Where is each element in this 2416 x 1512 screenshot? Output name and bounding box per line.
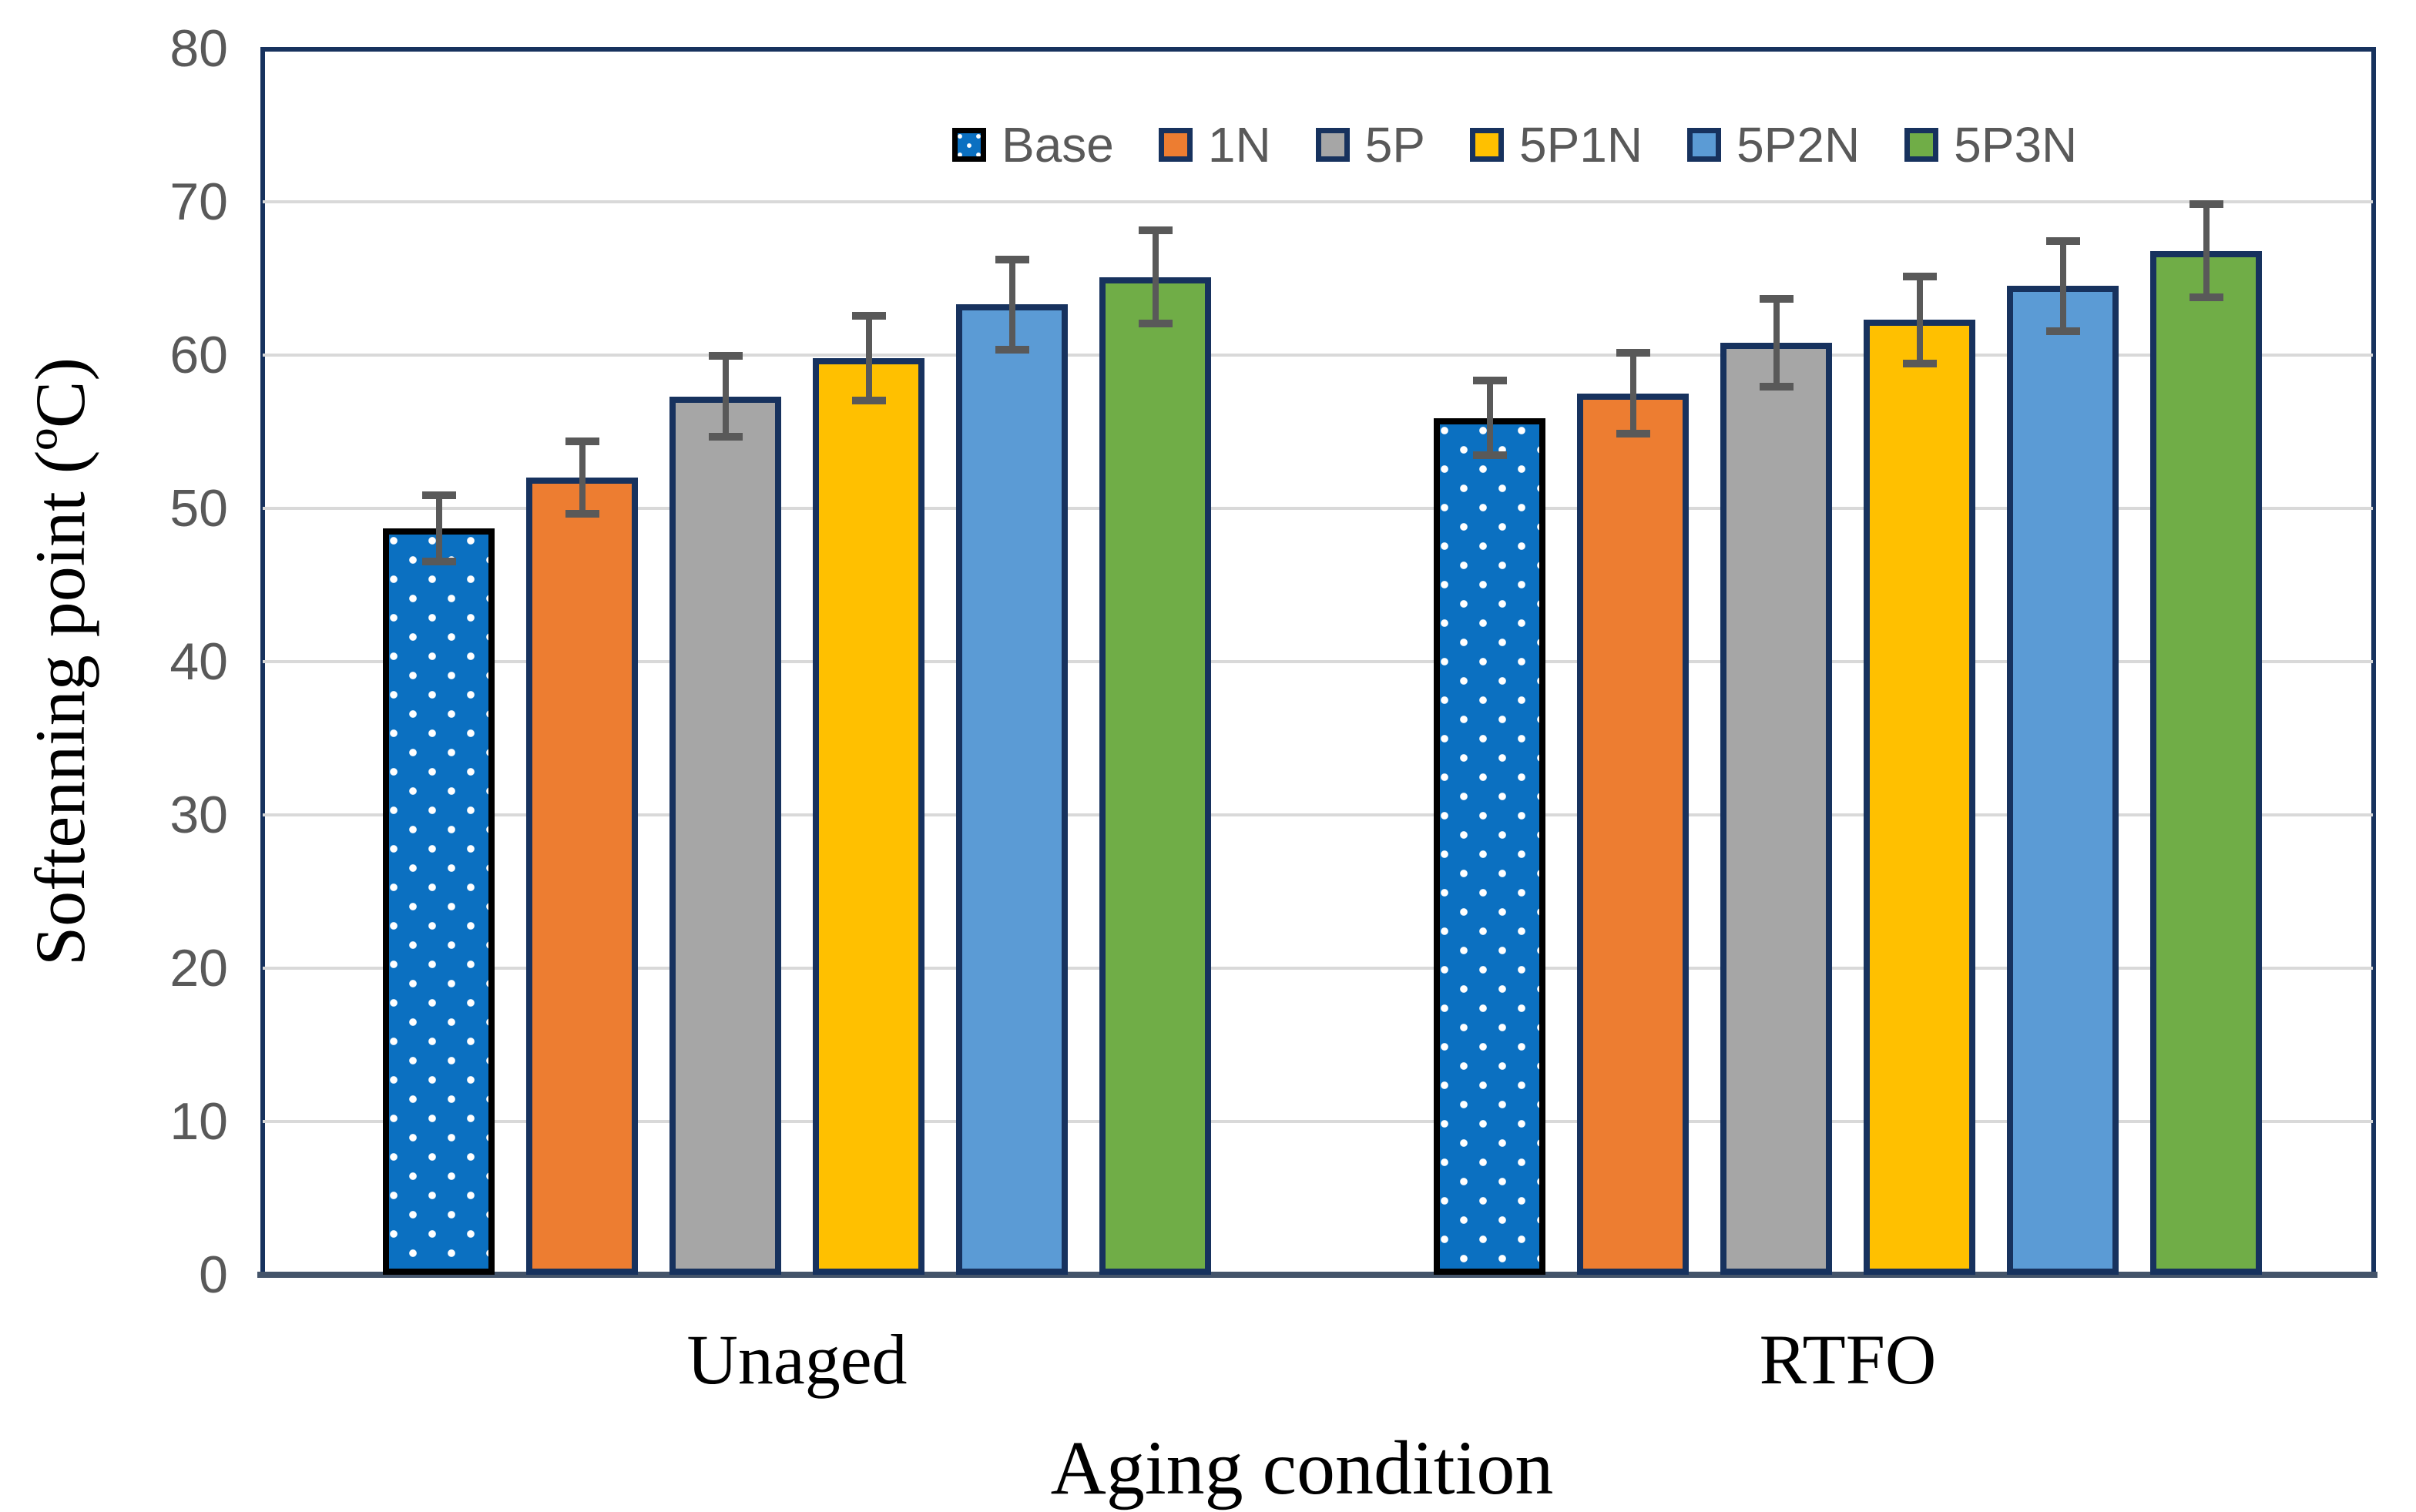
- bar-5p1n-unaged: [813, 357, 924, 1275]
- x-axis-line: [257, 1272, 2377, 1278]
- error-bar-5p1n-unaged: [851, 312, 886, 404]
- bar-base-rtfo: [1434, 417, 1545, 1275]
- error-bar-5p-unaged: [708, 352, 743, 441]
- bar-base-unaged: [383, 528, 495, 1275]
- error-bar-5p2n-unaged: [995, 255, 1029, 354]
- error-bar-base-rtfo: [1472, 376, 1507, 460]
- gridline-50: [263, 507, 2373, 510]
- error-bar-stem: [435, 491, 442, 565]
- legend-item-5p2n: 5P2N: [1687, 120, 1860, 169]
- y-tick-label-50: 50: [169, 479, 228, 538]
- bar-5p-unaged: [669, 396, 781, 1275]
- legend-label-5p3n: 5P3N: [1954, 117, 2078, 173]
- gridline-30: [263, 813, 2373, 816]
- plot-area: [263, 49, 2373, 1275]
- y-tick-label-60: 60: [169, 326, 228, 384]
- error-bar-5p2n-rtfo: [2045, 236, 2080, 336]
- error-bar-bottom-cap: [708, 433, 743, 441]
- error-bar-stem: [1916, 272, 1923, 367]
- legend: Base 1N 5P 5P1N 5P2N 5P3N: [952, 120, 2077, 169]
- legend-item-base: Base: [952, 120, 1114, 169]
- gridline-10: [263, 1120, 2373, 1123]
- bar-5p-rtfo: [1720, 343, 1832, 1275]
- bar-1n-unaged: [526, 478, 638, 1275]
- bar-5p3n-rtfo: [2150, 250, 2262, 1275]
- bar-5p2n-unaged: [956, 304, 1068, 1275]
- legend-label-base: Base: [1002, 117, 1114, 173]
- legend-swatch-base: [952, 128, 986, 162]
- gridline-40: [263, 660, 2373, 663]
- category-label-unaged: Unaged: [686, 1320, 908, 1399]
- legend-swatch-5p1n: [1469, 128, 1504, 162]
- legend-swatch-5p3n: [1904, 128, 1939, 162]
- error-bar-5p3n-rtfo: [2189, 200, 2223, 302]
- error-bar-1n-rtfo: [1616, 349, 1650, 438]
- error-bar-stem: [1773, 295, 1780, 391]
- y-tick-label-30: 30: [169, 786, 228, 844]
- plot-border-right: [2371, 47, 2376, 1275]
- y-tick-label-10: 10: [169, 1092, 228, 1151]
- legend-swatch-5p2n: [1687, 128, 1722, 162]
- error-bar-stem: [1629, 349, 1636, 438]
- legend-swatch-1n: [1158, 128, 1193, 162]
- x-axis-title: Aging condition: [1050, 1425, 1554, 1510]
- error-bar-bottom-cap: [1902, 359, 1937, 367]
- legend-swatch-5p: [1315, 128, 1350, 162]
- error-bar-bottom-cap: [2189, 293, 2223, 302]
- y-tick-label-40: 40: [169, 632, 228, 691]
- error-bar-5p3n-unaged: [1138, 226, 1173, 328]
- error-bar-stem: [865, 312, 872, 404]
- legend-label-5p1n: 5P1N: [1518, 117, 1643, 173]
- legend-label-5p2n: 5P2N: [1736, 117, 1861, 173]
- error-bar-bottom-cap: [995, 346, 1029, 354]
- error-bar-bottom-cap: [851, 396, 886, 404]
- error-bar-bottom-cap: [1472, 451, 1507, 460]
- legend-item-5p1n: 5P1N: [1469, 117, 1643, 173]
- error-bar-5p1n-rtfo: [1902, 272, 1937, 367]
- legend-label-1n: 1N: [1207, 117, 1271, 173]
- legend-item-1n: 1N: [1158, 117, 1271, 173]
- y-tick-label-80: 80: [169, 19, 228, 78]
- error-bar-1n-unaged: [565, 438, 599, 518]
- category-label-rtfo: RTFO: [1759, 1320, 1937, 1399]
- bar-1n-rtfo: [1577, 393, 1689, 1275]
- legend-item-5p: 5P: [1315, 117, 1425, 173]
- legend-item-5p3n: 5P3N: [1904, 120, 2077, 169]
- error-bar-stem: [2059, 236, 2066, 336]
- y-tick-label-20: 20: [169, 939, 228, 997]
- plot-border-top: [260, 47, 2376, 52]
- error-bar-stem: [1008, 255, 1015, 354]
- error-bar-stem: [1486, 376, 1493, 460]
- error-bar-stem: [722, 352, 729, 441]
- error-bar-bottom-cap: [2045, 327, 2080, 336]
- error-bar-stem: [2203, 200, 2210, 302]
- legend-label-5p: 5P: [1364, 117, 1425, 173]
- gridline-20: [263, 967, 2373, 970]
- error-bar-stem: [1152, 226, 1159, 328]
- y-tick-label-70: 70: [169, 173, 228, 231]
- error-bar-bottom-cap: [1759, 382, 1794, 391]
- error-bar-bottom-cap: [565, 509, 599, 518]
- y-tick-label-0: 0: [199, 1245, 228, 1304]
- bar-5p2n-rtfo: [2007, 286, 2119, 1275]
- error-bar-bottom-cap: [1138, 320, 1173, 328]
- error-bar-5p-rtfo: [1759, 295, 1794, 391]
- gridline-60: [263, 354, 2373, 357]
- error-bar-bottom-cap: [1616, 430, 1650, 438]
- gridline-70: [263, 200, 2373, 203]
- bar-5p3n-unaged: [1099, 277, 1211, 1275]
- error-bar-stem: [579, 438, 586, 518]
- error-bar-base-unaged: [421, 491, 456, 565]
- bar-5p1n-rtfo: [1864, 320, 1975, 1275]
- error-bar-bottom-cap: [421, 557, 456, 565]
